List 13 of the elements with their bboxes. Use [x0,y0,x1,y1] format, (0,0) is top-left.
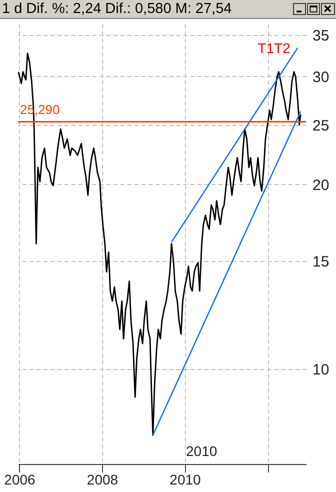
x-tick-label: 2008 [86,472,118,488]
y-tick-label: 15 [312,253,330,270]
chart-title: 1 d Dif. %: 2,24 Dif.: 0,580 M: 27,54 [2,1,232,17]
y-tick-label: 25 [312,117,330,134]
y-tick-label: 10 [312,361,330,378]
line-series [18,52,302,436]
y-tick-label: 20 [312,176,330,194]
annotation: 2010 [186,443,218,459]
x-tick-label: 2006 [4,472,36,488]
annotation: T1T2 [258,40,291,56]
y-tick-label: 35 [312,28,330,45]
y-tick-label: 30 [312,68,330,86]
x-tick-label: 2010 [170,472,202,488]
